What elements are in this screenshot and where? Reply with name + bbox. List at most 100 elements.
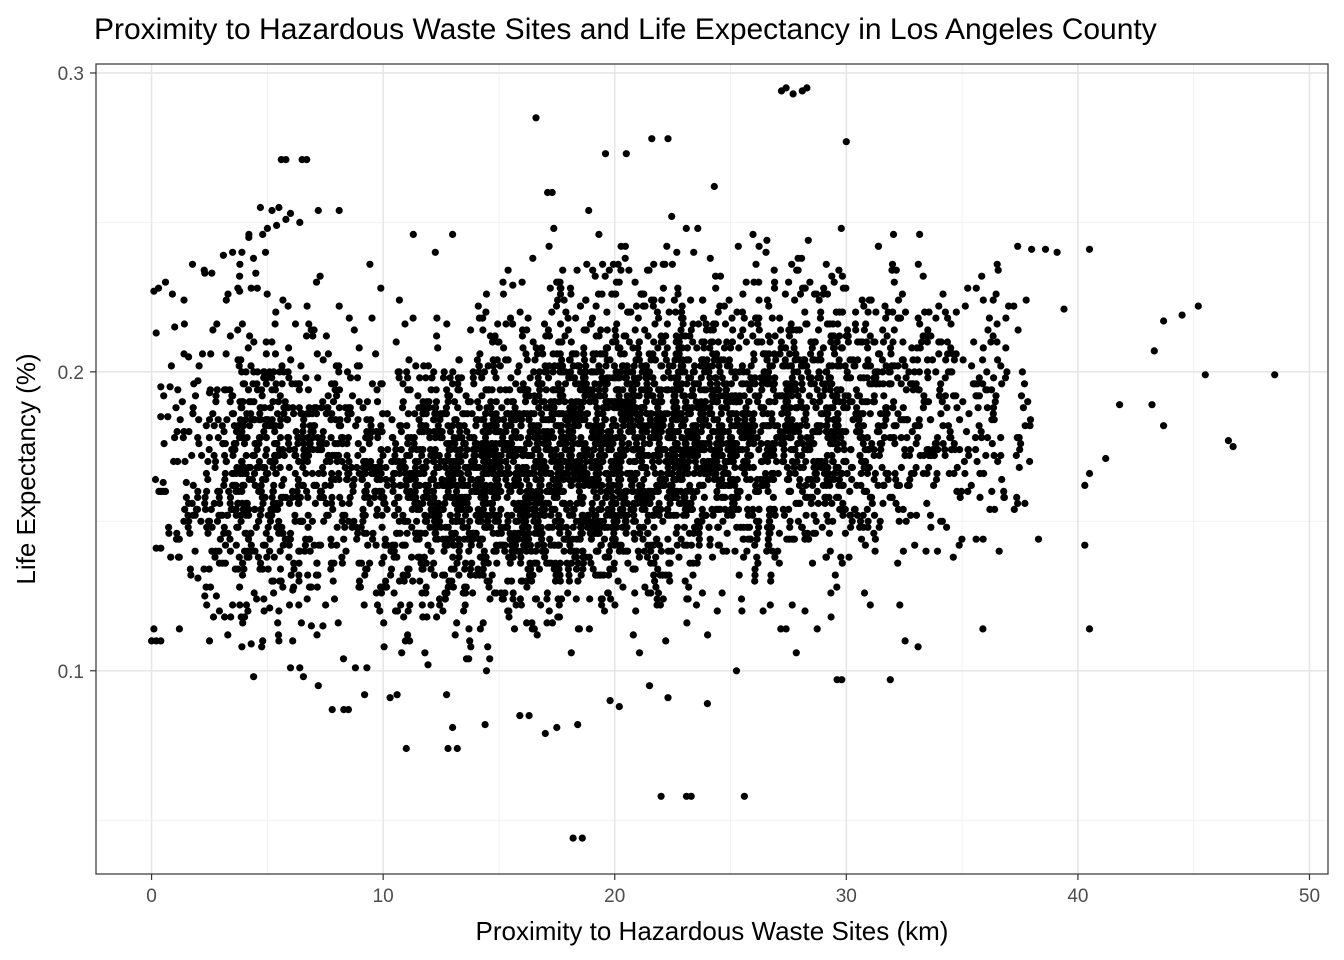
data-point <box>442 493 450 501</box>
data-point <box>359 511 367 519</box>
data-point <box>260 607 268 615</box>
data-point <box>226 386 234 394</box>
data-point <box>505 553 513 561</box>
data-point <box>208 523 216 531</box>
data-point <box>789 326 797 334</box>
data-point <box>492 481 500 489</box>
data-point <box>226 499 234 507</box>
data-point <box>204 475 212 484</box>
data-point <box>256 511 264 519</box>
data-point <box>750 356 758 364</box>
data-point <box>430 469 438 478</box>
data-point <box>664 368 672 376</box>
data-point <box>582 326 591 334</box>
data-point <box>350 517 358 525</box>
data-point <box>771 511 779 519</box>
data-point <box>205 446 213 454</box>
data-point <box>935 302 943 310</box>
data-point <box>889 230 898 238</box>
data-point <box>591 398 599 406</box>
data-point <box>941 392 950 400</box>
data-point <box>322 410 330 418</box>
data-point <box>585 625 594 633</box>
data-point <box>517 559 525 567</box>
data-point <box>802 481 810 489</box>
data-point <box>740 457 748 466</box>
data-point <box>372 589 380 597</box>
data-point <box>469 529 478 537</box>
data-point <box>302 332 311 340</box>
data-point <box>763 296 772 304</box>
data-point <box>449 368 457 376</box>
data-point <box>307 622 315 630</box>
data-point <box>652 553 660 561</box>
data-point <box>504 481 512 489</box>
data-point <box>891 440 899 448</box>
data-point <box>826 374 834 382</box>
data-point <box>901 637 909 645</box>
data-point <box>890 422 898 430</box>
data-point <box>578 834 586 842</box>
data-point <box>700 344 708 352</box>
data-point <box>538 535 546 543</box>
data-point <box>771 374 779 382</box>
data-point <box>738 422 746 430</box>
data-point <box>441 589 449 597</box>
data-point <box>586 398 594 406</box>
data-point <box>376 487 384 495</box>
data-point <box>655 440 663 448</box>
data-point <box>322 332 330 340</box>
data-point <box>556 571 564 579</box>
data-point <box>377 589 386 597</box>
data-point <box>630 446 638 454</box>
data-point <box>209 326 217 334</box>
data-point <box>830 350 839 358</box>
data-point <box>752 260 760 268</box>
data-point <box>322 457 330 466</box>
data-point <box>816 350 824 358</box>
data-point <box>622 547 630 555</box>
data-point <box>431 410 439 418</box>
data-point <box>747 320 755 328</box>
data-point <box>941 451 949 460</box>
data-point <box>858 434 867 442</box>
data-point <box>741 416 749 424</box>
data-point <box>597 326 605 334</box>
data-point <box>728 422 736 430</box>
data-point <box>562 416 570 424</box>
data-point <box>767 451 775 460</box>
data-point <box>631 475 639 484</box>
data-point <box>444 392 452 400</box>
data-point <box>611 326 619 334</box>
data-point <box>202 422 210 430</box>
data-point <box>398 649 406 657</box>
data-point <box>486 655 494 663</box>
data-point <box>1028 245 1036 253</box>
data-point <box>655 410 663 418</box>
data-point <box>519 344 527 352</box>
data-point <box>740 792 749 800</box>
data-point <box>432 386 440 394</box>
data-point <box>540 541 548 549</box>
data-point <box>363 416 371 424</box>
data-point <box>484 517 492 525</box>
data-point <box>674 290 682 298</box>
data-point <box>472 511 480 519</box>
data-point <box>530 410 538 418</box>
data-point <box>210 451 218 460</box>
data-point <box>618 523 627 531</box>
data-point <box>857 457 866 466</box>
data-point <box>475 463 483 472</box>
data-point <box>605 266 613 274</box>
data-point <box>740 314 748 322</box>
data-point <box>631 434 639 442</box>
data-point <box>490 589 499 597</box>
data-point <box>722 386 731 394</box>
data-point <box>205 565 213 573</box>
data-point <box>392 457 400 466</box>
data-point <box>520 410 529 418</box>
data-point <box>511 481 519 489</box>
data-point <box>713 487 721 495</box>
data-point <box>530 368 538 376</box>
data-point <box>537 601 545 609</box>
